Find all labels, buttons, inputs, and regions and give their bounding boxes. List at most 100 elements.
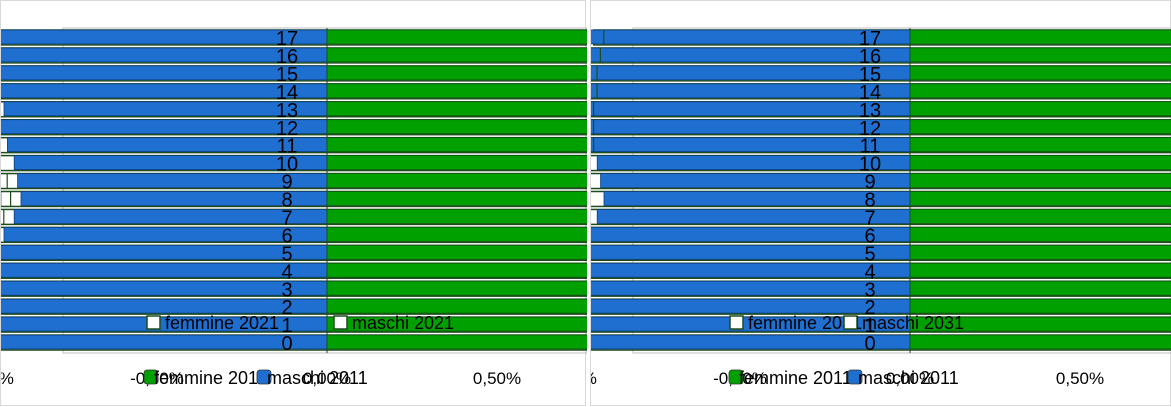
bar-femmine-2011-6 xyxy=(3,226,328,242)
legend-swatch-filled xyxy=(847,369,863,385)
bar-maschi-2011-9 xyxy=(326,173,587,188)
age-label: 2 xyxy=(281,297,292,319)
bar-femmine-2011-0 xyxy=(1,334,328,350)
bar-femmine-2011-4 xyxy=(591,262,911,278)
age-label: 5 xyxy=(864,243,875,265)
age-label: 4 xyxy=(864,261,875,283)
age-label: 17 xyxy=(859,28,881,50)
bar-maschi-2011-17 xyxy=(909,29,1171,45)
pyramid-chart-2021: 01234567891011121314151617-1,50%-1,00%-0… xyxy=(0,0,587,406)
bar-maschi-2011-14 xyxy=(909,83,1171,99)
bar-maschi-2011-3 xyxy=(326,280,587,296)
bar-maschi-2011-16 xyxy=(909,47,1171,63)
bar-maschi-2011-2 xyxy=(909,298,1171,314)
bar-maschi-2011-8 xyxy=(326,191,587,206)
bar-femmine-2011-7 xyxy=(13,209,328,224)
bar-maschi-2011-15 xyxy=(326,65,587,81)
bar-maschi-2011-12 xyxy=(909,119,1171,135)
legend-label: maschi 2021 xyxy=(352,313,454,333)
legend-label: femmine 2011 xyxy=(739,368,852,388)
age-label: 0 xyxy=(864,333,875,355)
bar-maschi-2011-12 xyxy=(326,119,587,135)
bar-femmine-2011-2 xyxy=(591,298,911,314)
bar-maschi-2011-7 xyxy=(909,209,1171,224)
bar-maschi-2011-3 xyxy=(909,280,1171,296)
bar-femmine-2011-4 xyxy=(1,262,328,278)
bar-maschi-2011-7 xyxy=(326,209,587,224)
legend-label: femmine 2011 xyxy=(154,368,267,388)
legend-label: femmine 2021 xyxy=(165,313,279,333)
age-label: 4 xyxy=(281,261,292,283)
bar-femmine-2011-7 xyxy=(596,209,911,224)
bar-maschi-2011-10 xyxy=(326,155,587,170)
age-label: 5 xyxy=(281,243,292,265)
age-label: 11 xyxy=(277,136,298,158)
bar-maschi-2011-2 xyxy=(326,298,587,314)
bar-femmine-2011-5 xyxy=(1,244,328,260)
legend-label: maschi 2031 xyxy=(862,313,964,333)
pyramid-chart-2021-svg: 01234567891011121314151617-1,50%-1,00%-0… xyxy=(1,27,587,388)
bar-maschi-2011-8 xyxy=(909,191,1171,206)
bar-maschi-2011-0 xyxy=(909,334,1171,350)
age-label: 16 xyxy=(276,46,298,68)
bar-maschi-2011-9 xyxy=(909,173,1171,188)
bar-maschi-2011-4 xyxy=(909,262,1171,278)
bar-maschi-2011-5 xyxy=(326,244,587,260)
bar-maschi-2011-11 xyxy=(326,137,587,153)
age-label: 15 xyxy=(859,64,881,86)
bar-maschi-2011-10 xyxy=(909,155,1171,170)
legend-swatch-outline xyxy=(333,315,348,330)
bar-maschi-2011-5 xyxy=(909,244,1171,260)
legend-swatch-outline xyxy=(729,315,744,330)
age-label: 3 xyxy=(281,279,292,301)
age-label: 12 xyxy=(859,118,881,140)
bar-femmine-2011-2 xyxy=(1,298,328,314)
pyramid-chart-2031-svg: 01234567891011121314151617-1,50%-1,00%-0… xyxy=(591,27,1171,388)
age-label: 1 xyxy=(281,315,292,337)
bar-maschi-2011-6 xyxy=(326,226,587,242)
x-tick-label: 0,50% xyxy=(1056,369,1104,388)
plot-area xyxy=(632,27,1171,354)
bar-maschi-2011-14 xyxy=(326,83,587,99)
bar-femmine-2011-3 xyxy=(1,280,328,296)
age-label: 17 xyxy=(276,28,298,50)
x-tick-label: 0,00% xyxy=(303,369,351,388)
age-label: 0 xyxy=(281,333,292,355)
bar-femmine-2011-5 xyxy=(591,244,911,260)
bar-maschi-2011-6 xyxy=(909,226,1171,242)
legend-swatch-outline xyxy=(146,315,161,330)
age-label: 9 xyxy=(281,172,292,194)
legend-swatch-filled xyxy=(256,369,272,385)
age-label: 2 xyxy=(864,297,875,319)
bar-maschi-2011-11 xyxy=(909,137,1171,153)
bar-maschi-2011-13 xyxy=(909,101,1171,117)
bar-maschi-2011-17 xyxy=(326,29,587,45)
bar-maschi-2011-16 xyxy=(326,47,587,63)
bar-maschi-2011-0 xyxy=(326,334,587,350)
age-label: 10 xyxy=(276,154,298,176)
bar-maschi-2011-4 xyxy=(326,262,587,278)
age-label: 16 xyxy=(859,46,881,68)
legend-label: femmine 2031 xyxy=(748,313,862,333)
legend-label: maschi 2011 xyxy=(267,368,368,388)
age-label: 15 xyxy=(276,64,298,86)
age-label: 14 xyxy=(859,82,881,104)
age-label: 13 xyxy=(276,100,298,122)
age-label: 7 xyxy=(281,207,292,229)
age-label: 14 xyxy=(276,82,298,104)
age-label: 10 xyxy=(859,154,881,176)
age-label: 1 xyxy=(864,315,875,337)
x-tick-label: 0,00% xyxy=(886,369,934,388)
age-label: 13 xyxy=(859,100,881,122)
bar-maschi-2011-15 xyxy=(909,65,1171,81)
age-label: 3 xyxy=(864,279,875,301)
bar-femmine-2011-6 xyxy=(591,226,911,242)
bar-femmine-2011-0 xyxy=(591,334,911,350)
x-tick-label: 0,50% xyxy=(473,369,521,388)
pyramid-chart-2031: 01234567891011121314151617-1,50%-1,00%-0… xyxy=(590,0,1171,406)
age-label: 8 xyxy=(281,190,292,212)
x-tick-label: -1,00% xyxy=(1,369,14,388)
legend-label: maschi 2011 xyxy=(858,368,959,388)
age-label: 7 xyxy=(864,207,875,229)
plot-area xyxy=(62,27,587,354)
